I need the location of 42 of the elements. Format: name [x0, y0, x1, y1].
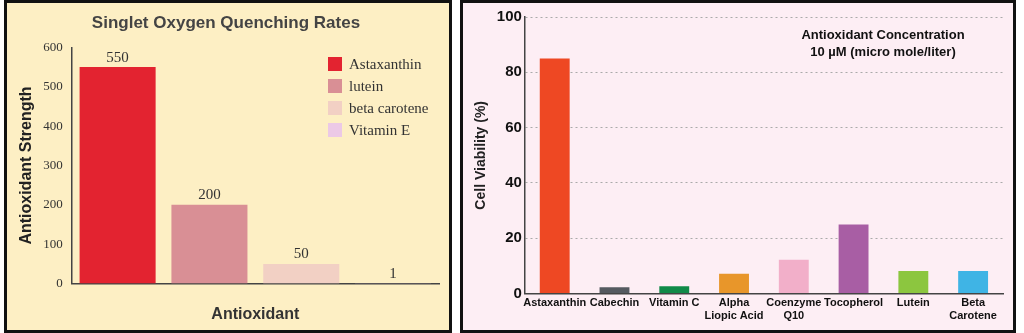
y-tick-label: 60 — [505, 117, 522, 135]
legend-label: beta carotene — [349, 100, 429, 117]
bar — [659, 286, 690, 294]
bar — [539, 58, 570, 294]
bar — [958, 270, 989, 294]
x-tick-label: Cabechin — [589, 296, 640, 309]
y-tick-label: 300 — [43, 156, 63, 172]
annotation: Antioxidant Concentration 10 µM (micro mole/liter) — [801, 27, 965, 60]
data-label: 1 — [389, 264, 397, 281]
x-tick-label: Coenzyme Q10 — [766, 296, 822, 322]
legend-label: lutein — [349, 78, 384, 95]
data-label: 200 — [198, 186, 221, 203]
x-tick-label: Beta Carotene — [949, 296, 997, 322]
x-tick-label: Lutein — [896, 296, 931, 309]
x-tick-label: Tocopherol — [824, 296, 884, 309]
y-tick-label: 500 — [43, 78, 63, 94]
bar — [599, 287, 630, 294]
y-tick-label: 0 — [56, 275, 63, 291]
y-tick-label: 100 — [496, 7, 522, 25]
y-tick-label: 20 — [505, 228, 522, 246]
bar — [778, 259, 809, 294]
chart-title: Singlet Oxygen Quenching Rates — [91, 12, 361, 32]
y-axis-title: Antioxidant Strength — [17, 86, 35, 245]
bar — [898, 270, 929, 294]
bar — [719, 273, 749, 294]
y-tick-label: 600 — [43, 38, 63, 54]
data-label: 550 — [106, 48, 129, 65]
y-tick-label: 80 — [505, 62, 522, 80]
legend-label: Astaxanthin — [349, 56, 422, 73]
x-tick-label: Vitamin C — [648, 296, 700, 309]
x-tick-label: Alpha Liopic Acid — [704, 296, 764, 322]
legend-label: Vitamin E — [349, 122, 411, 139]
y-tick-label: 40 — [505, 173, 522, 191]
x-tick-label: Astaxanthin — [523, 296, 587, 309]
data-label: 50 — [293, 245, 309, 262]
y-tick-label: 0 — [513, 283, 522, 301]
y-tick-label: 200 — [43, 196, 63, 212]
y-tick-label: 100 — [43, 235, 63, 251]
y-axis-title: Cell Viability (%) — [472, 100, 489, 210]
x-axis-title: Antioxidant — [211, 304, 301, 322]
bar — [838, 224, 869, 294]
y-tick-label: 400 — [43, 117, 63, 133]
